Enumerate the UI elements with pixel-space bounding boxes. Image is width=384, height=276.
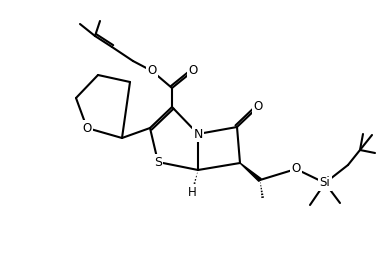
Text: O: O	[83, 121, 92, 134]
Text: O: O	[291, 163, 301, 176]
Text: O: O	[189, 65, 198, 78]
Text: N: N	[193, 128, 203, 140]
Text: O: O	[147, 65, 157, 78]
Text: O: O	[253, 100, 263, 113]
Polygon shape	[240, 163, 261, 181]
Text: Si: Si	[319, 176, 330, 190]
Text: H: H	[188, 187, 196, 200]
Text: S: S	[154, 155, 162, 169]
